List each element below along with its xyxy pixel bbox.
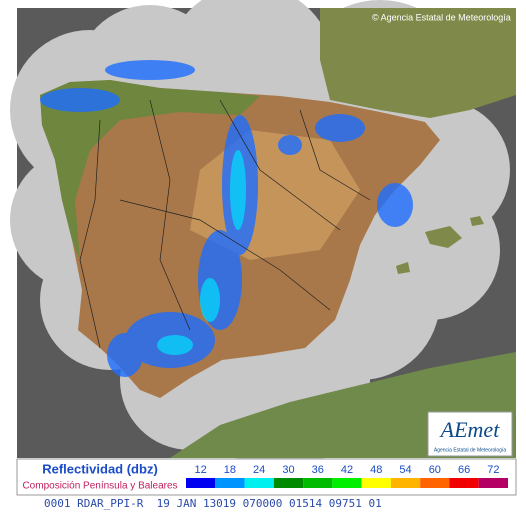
logo-caption: Agencia Estatal de Meteorología	[434, 447, 506, 453]
ibiza	[396, 262, 410, 274]
legend-swatch	[303, 478, 333, 488]
legend-value: 18	[224, 464, 236, 476]
legend-swatch	[215, 478, 245, 488]
copyright: © Agencia Estatal de Meteorología	[372, 12, 511, 22]
legend-value: 30	[282, 464, 294, 476]
logo-name: AEmet	[439, 417, 501, 442]
legend-swatch	[478, 478, 508, 488]
borders	[79, 99, 371, 349]
legend-value: 72	[487, 464, 499, 476]
legend-value: 42	[341, 464, 353, 476]
legend-swatch	[361, 478, 391, 488]
legend-value: 24	[253, 464, 265, 476]
menorca	[470, 216, 484, 226]
legend-value: 12	[195, 464, 207, 476]
legend-swatch	[332, 478, 362, 488]
footer-code: 0001 RDAR_PPI-R 19 JAN 13019 070000 0151…	[44, 497, 382, 510]
legend-swatch	[186, 478, 216, 488]
legend-value: 60	[429, 464, 441, 476]
north-green	[40, 80, 260, 260]
legend-value: 48	[370, 464, 382, 476]
legend-value: 54	[399, 464, 411, 476]
logo-box	[427, 411, 513, 457]
legend-value: 36	[312, 464, 324, 476]
france-land	[320, 8, 516, 118]
legend-subtitle: Composición Península y Baleares	[22, 481, 177, 492]
mallorca	[425, 226, 462, 248]
legend-box	[16, 458, 517, 496]
legend-value: 66	[458, 464, 470, 476]
legend-swatch	[273, 478, 304, 488]
legend-title: Reflectividad (dbz)	[42, 461, 158, 476]
legend-swatch	[244, 478, 274, 488]
legend-swatch	[420, 478, 450, 488]
legend-swatch	[390, 478, 421, 488]
legend-items: 12 18 24 30 36 42 48 54 60 66 72	[186, 464, 508, 488]
legend-swatch	[449, 478, 479, 488]
radar-echoes-strong	[157, 150, 246, 355]
